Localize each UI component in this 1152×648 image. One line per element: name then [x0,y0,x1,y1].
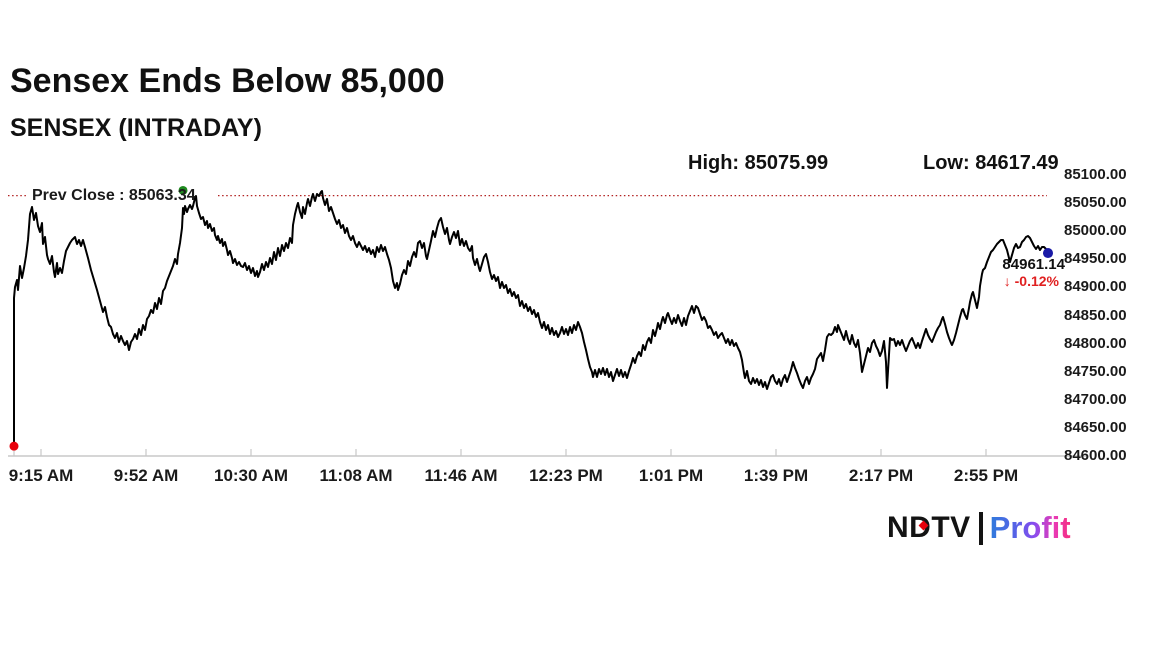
open-low-marker-dot [9,441,19,451]
y-axis-tick-label: 84600.00 [1064,447,1127,464]
y-axis-tick-label: 84750.00 [1064,362,1127,380]
logo-divider [978,511,983,545]
change-percent-label: ↓ -0.12% [1003,273,1059,289]
page-title: Sensex Ends Below 85,000 [10,62,445,100]
x-axis-tick-label: 1:01 PM [638,466,704,485]
day-high-label: High: 85075.99 [688,152,829,174]
chart-subtitle: SENSEX (INTRADAY) [10,114,262,142]
last-price-label: 84961.14 [1002,256,1065,273]
x-axis-tick-label: 2:17 PM [848,466,914,485]
x-axis-tick-label: 9:15 AM [8,466,74,485]
x-axis-tick-label: 11:08 AM [319,466,393,485]
y-axis-tick-label: 84850.00 [1064,306,1127,324]
profit-logo-text: Profit [989,510,1071,545]
day-low-label: Low: 84617.49 [923,152,1059,174]
y-axis-tick-label: 84900.00 [1064,278,1127,296]
ndtv-logo-text: NDTV [887,511,971,544]
y-axis-tick-label: 85050.00 [1064,194,1127,212]
last-price-marker-dot [1043,248,1053,259]
y-axis-tick-label: 85100.00 [1064,166,1127,183]
x-axis-tick-label: 10:30 AM [213,466,288,485]
y-axis-tick-label: 84700.00 [1064,390,1127,408]
ndtv-profit-logo: NDTV Profit [887,509,1071,547]
y-axis-tick-label: 84650.00 [1064,418,1127,436]
y-axis-tick-label: 85000.00 [1064,222,1127,240]
x-axis-tick-label: 1:39 PM [743,466,809,485]
x-axis-tick-label: 11:46 AM [424,466,498,485]
y-axis-tick-label: 84800.00 [1064,334,1127,352]
x-axis-tick-label: 2:55 PM [953,466,1019,485]
x-axis-tick-label: 9:52 AM [113,466,179,485]
y-axis-tick-label: 84950.00 [1064,250,1127,268]
day-high-marker-dot [178,185,188,195]
price-line [13,190,1049,446]
prev-close-label: Prev Close : 85063.34 [32,187,196,204]
x-axis-tick-label: 12:23 PM [529,466,603,485]
